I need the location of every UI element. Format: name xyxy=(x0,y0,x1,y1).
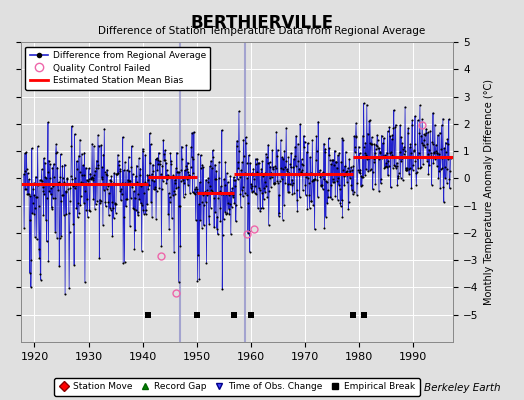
Text: Difference of Station Temperature Data from Regional Average: Difference of Station Temperature Data f… xyxy=(99,26,425,36)
Y-axis label: Monthly Temperature Anomaly Difference (°C): Monthly Temperature Anomaly Difference (… xyxy=(484,79,494,305)
Text: BERTHIERVILLE: BERTHIERVILLE xyxy=(190,14,334,32)
Legend: Station Move, Record Gap, Time of Obs. Change, Empirical Break: Station Move, Record Gap, Time of Obs. C… xyxy=(54,378,420,396)
Text: Berkeley Earth: Berkeley Earth xyxy=(424,383,500,393)
